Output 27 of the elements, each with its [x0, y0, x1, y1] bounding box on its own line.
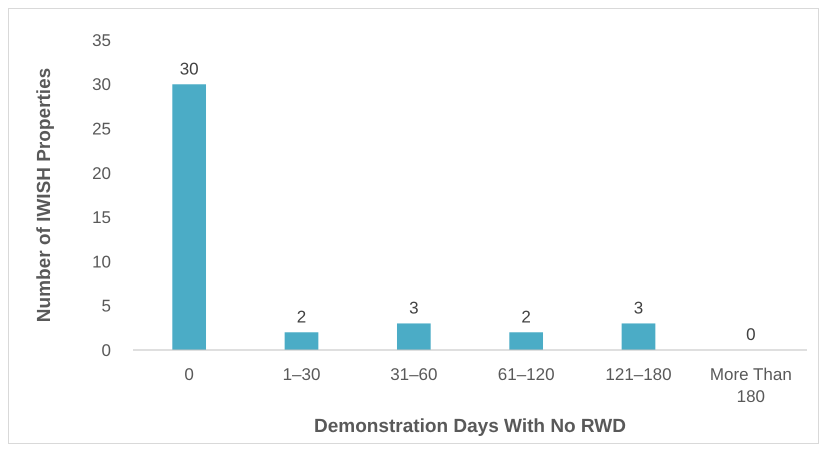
y-axis-title: Number of IWISH Properties: [34, 68, 55, 322]
y-tick-label: 15: [92, 208, 111, 228]
data-label: 2: [296, 307, 306, 326]
bar: [172, 84, 206, 350]
y-tick-label: 30: [92, 75, 111, 94]
y-tick-label: 25: [92, 120, 111, 139]
data-label: 3: [409, 298, 419, 318]
y-tick-label: 10: [92, 252, 111, 272]
x-axis-title: Demonstration Days With No RWD: [314, 416, 626, 437]
data-label: 30: [180, 59, 199, 78]
data-label: 3: [634, 298, 644, 318]
x-tick-label: 0: [184, 365, 194, 384]
bar: [284, 332, 318, 350]
bar: [622, 323, 656, 350]
x-tick-label: 31–60: [390, 365, 438, 384]
x-tick-label: More Than 180: [710, 365, 792, 406]
x-tick-label: 121–180: [605, 365, 672, 384]
x-tick-label: 1–30: [282, 365, 320, 384]
data-label: 2: [521, 307, 531, 326]
data-label: 0: [746, 325, 756, 344]
y-tick-label: 0: [102, 340, 111, 360]
y-tick-label: 5: [102, 296, 111, 316]
y-tick-label: 35: [92, 30, 111, 50]
bar: [396, 323, 431, 350]
y-tick-label: 20: [92, 164, 111, 183]
bar: [509, 332, 544, 350]
x-tick-label: 61–120: [498, 365, 555, 384]
